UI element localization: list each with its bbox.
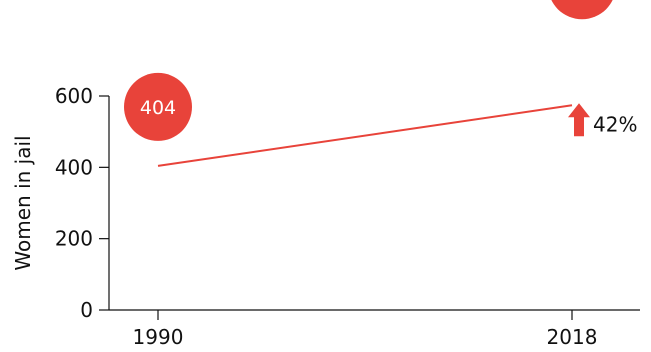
data-label-bubble: 404 [124, 72, 192, 141]
data-labels-layer: 404 574 [124, 0, 613, 141]
y-tick-label: 0 [80, 298, 93, 322]
y-axis-title: Women in jail [11, 135, 35, 270]
data-label-circle [124, 72, 192, 141]
x-axis: 1990 2018 [109, 309, 640, 349]
series-layer [157, 104, 573, 167]
y-tick-label: 600 [55, 84, 93, 108]
x-tick-label: 1990 [133, 325, 184, 349]
change-percent-label: 42% [593, 112, 637, 136]
change-indicator: 42% [568, 103, 637, 137]
data-label-circle [551, 0, 613, 20]
up-arrow-icon [568, 103, 590, 137]
y-tick-label: 200 [55, 227, 93, 251]
y-tick-label: 400 [55, 155, 93, 179]
data-label-text: 404 [140, 97, 176, 119]
data-label-bubble: 574 [551, 0, 613, 20]
y-axis: 0 200 400 600 [55, 84, 110, 322]
x-tick-label: 2018 [547, 325, 598, 349]
series-line [157, 104, 573, 167]
